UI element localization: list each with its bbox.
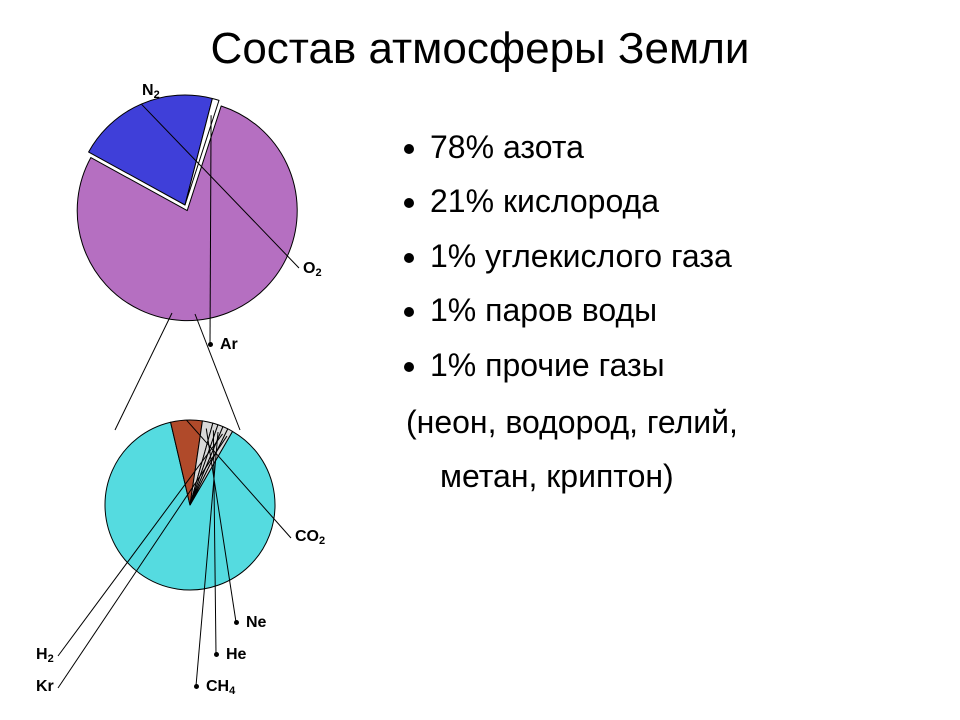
list-item: 1% паров воды xyxy=(430,283,940,337)
pie-charts-svg xyxy=(0,90,380,720)
list-item: 1% углекислого газа xyxy=(430,229,940,283)
label-ch4: CH4 xyxy=(206,678,235,696)
label-he: He xyxy=(226,646,246,664)
chart-area: N2 O2 Ar CO2 Ne He CH4 H2 Kr xyxy=(0,90,380,710)
label-n2: N2 xyxy=(142,82,160,100)
list-item: 78% азота xyxy=(430,120,940,174)
label-o2: O2 xyxy=(303,260,322,278)
label-co2: CO2 xyxy=(295,528,325,546)
bullet-list-area: 78% азота 21% кислорода 1% углекислого г… xyxy=(400,120,940,500)
label-ne: Ne xyxy=(246,614,266,632)
list-item: 1% прочие газы xyxy=(430,338,940,392)
page-title: Состав атмосферы Земли xyxy=(0,24,960,74)
dot-ne xyxy=(234,620,239,625)
label-ar: Ar xyxy=(220,336,238,354)
dot-ch4 xyxy=(194,684,199,689)
dot-ar xyxy=(208,342,213,347)
label-h2: H2 xyxy=(36,646,54,664)
label-kr: Kr xyxy=(36,678,54,696)
dot-he xyxy=(214,652,219,657)
list-item: 21% кислорода xyxy=(430,174,940,228)
paren-text-2: метан, криптон) xyxy=(440,452,940,500)
paren-text-1: (неон, водород, гелий, xyxy=(406,398,940,446)
bullet-list: 78% азота 21% кислорода 1% углекислого г… xyxy=(430,120,940,392)
